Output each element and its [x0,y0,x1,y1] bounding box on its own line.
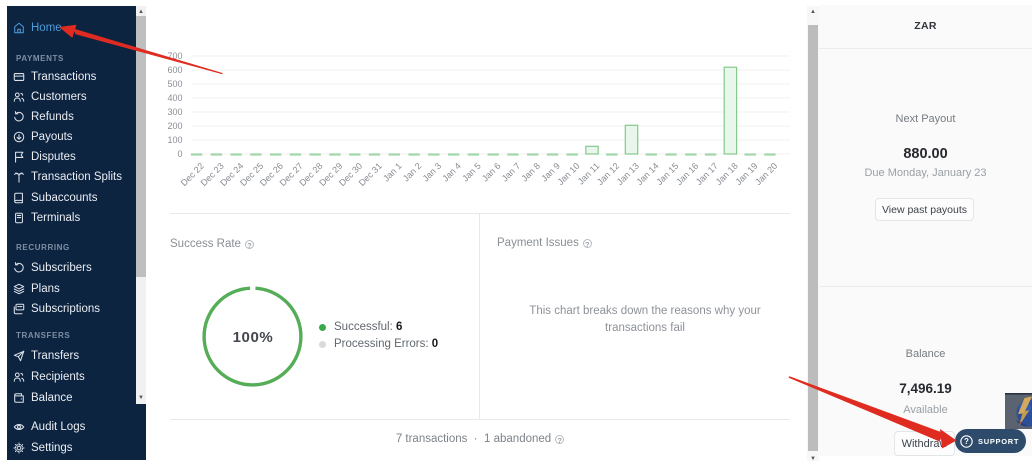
svg-text:700: 700 [167,51,182,61]
svg-text:Jan 5: Jan 5 [460,161,483,184]
svg-text:Jan 8: Jan 8 [519,161,542,184]
svg-text:Jan 10: Jan 10 [555,161,581,187]
svg-text:?: ? [964,437,969,446]
svg-text:Jan 4: Jan 4 [440,161,463,184]
svg-text:Jan 7: Jan 7 [500,161,523,184]
svg-text:Jan 3: Jan 3 [421,161,444,184]
svg-text:0: 0 [177,149,182,159]
svg-text:300: 300 [167,107,182,117]
svg-text:100: 100 [167,135,182,145]
svg-text:Jan 1: Jan 1 [381,161,404,184]
svg-text:200: 200 [167,121,182,131]
svg-text:400: 400 [167,93,182,103]
svg-text:Jan 6: Jan 6 [480,161,503,184]
svg-text:600: 600 [167,65,182,75]
svg-text:500: 500 [167,79,182,89]
svg-text:Jan 20: Jan 20 [753,161,779,187]
svg-text:Jan 2: Jan 2 [401,161,424,184]
